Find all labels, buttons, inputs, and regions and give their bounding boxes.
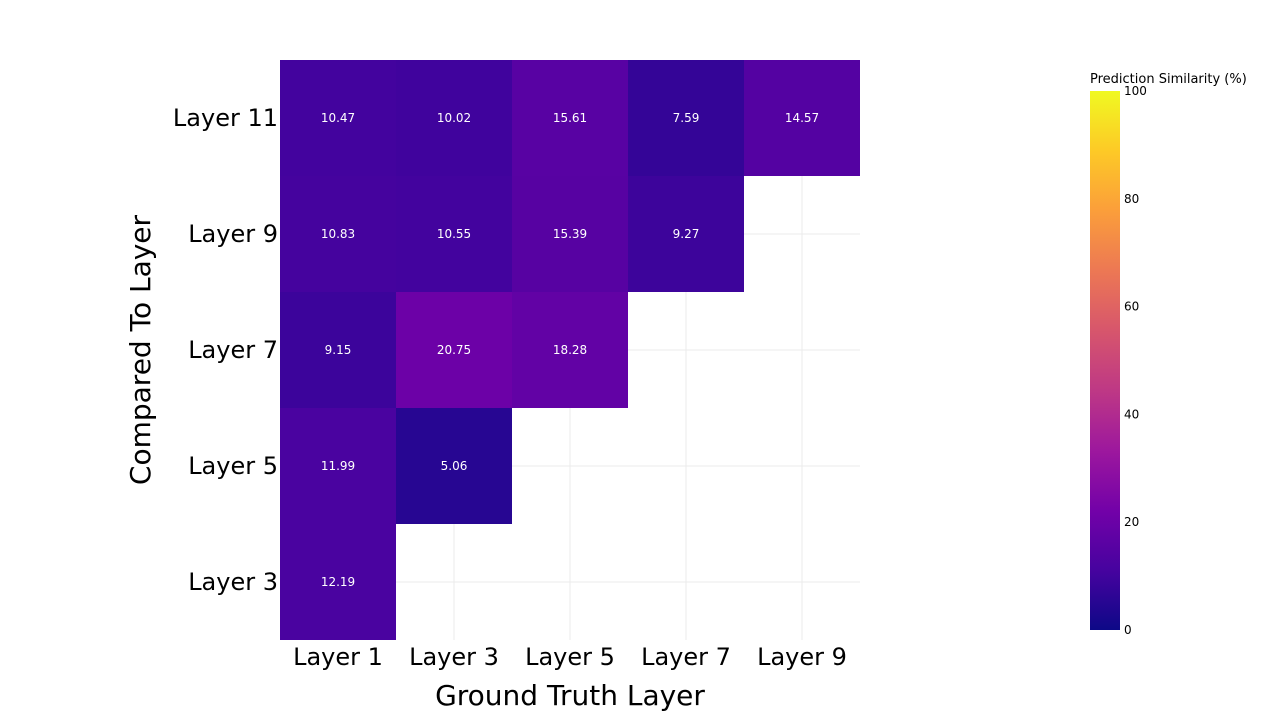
x-tick-label: Layer 7	[641, 643, 731, 671]
colorbar-tick-label: 60	[1124, 300, 1139, 314]
colorbar-tick-label: 40	[1124, 407, 1139, 421]
heatmap-cell	[280, 176, 396, 292]
cell-value-label: 10.83	[321, 227, 355, 241]
heatmap-cell	[396, 60, 512, 176]
heatmap-cell	[280, 524, 396, 640]
x-tick-label: Layer 5	[525, 643, 615, 671]
heatmap-cell	[628, 60, 744, 176]
heatmap-cell	[512, 176, 628, 292]
heatmap-cell	[396, 176, 512, 292]
cell-value-label: 12.19	[321, 575, 355, 589]
colorbar: Prediction Similarity (%) 0 20 40 60 80 100	[1090, 72, 1247, 637]
colorbar-title: Prediction Similarity (%)	[1090, 72, 1247, 87]
cell-value-label: 20.75	[437, 343, 471, 357]
cell-value-label: 7.59	[673, 111, 700, 125]
x-tick-label: Layer 9	[757, 643, 847, 671]
y-tick-label: Layer 9	[188, 220, 278, 248]
colorbar-tick-label: 100	[1124, 84, 1147, 98]
heatmap-cell	[512, 292, 628, 408]
cell-value-label: 14.57	[785, 111, 819, 125]
y-tick-label: Layer 7	[188, 336, 278, 364]
heatmap-cells	[280, 60, 860, 640]
x-axis-ticks: Layer 1 Layer 3 Layer 5 Layer 7 Layer 9	[293, 643, 847, 671]
heatmap-cell	[744, 60, 860, 176]
y-tick-label: Layer 5	[188, 452, 278, 480]
cell-value-label: 9.27	[673, 227, 700, 241]
heatmap-cell	[396, 408, 512, 524]
y-axis-title: Compared To Layer	[124, 214, 157, 485]
colorbar-tick-label: 0	[1124, 623, 1132, 637]
x-tick-label: Layer 1	[293, 643, 383, 671]
cell-value-label: 15.61	[553, 111, 587, 125]
y-tick-label: Layer 3	[188, 568, 278, 596]
heatmap-cell	[396, 292, 512, 408]
cell-value-label: 10.47	[321, 111, 355, 125]
y-axis-ticks: Layer 11 Layer 9 Layer 7 Layer 5 Layer 3	[173, 104, 278, 596]
cell-value-label: 10.55	[437, 227, 471, 241]
heatmap-cell	[280, 408, 396, 524]
colorbar-ticks: 0 20 40 60 80 100	[1124, 84, 1147, 637]
cell-value-label: 15.39	[553, 227, 587, 241]
cell-value-label: 5.06	[441, 459, 468, 473]
cell-value-label: 9.15	[325, 343, 352, 357]
colorbar-tick-label: 80	[1124, 192, 1139, 206]
colorbar-gradient	[1090, 91, 1120, 630]
heatmap-cell	[628, 176, 744, 292]
heatmap-cell	[280, 292, 396, 408]
colorbar-tick-label: 20	[1124, 515, 1139, 529]
heatmap-cell	[512, 60, 628, 176]
y-tick-label: Layer 11	[173, 104, 278, 132]
heatmap-cell	[280, 60, 396, 176]
cell-value-label: 11.99	[321, 459, 355, 473]
x-axis-title: Ground Truth Layer	[435, 679, 705, 712]
cell-value-labels: 10.47 10.02 15.61 7.59 14.57 10.83 10.55 15.39 9…	[321, 111, 819, 589]
cell-value-label: 18.28	[553, 343, 587, 357]
cell-value-label: 10.02	[437, 111, 471, 125]
x-tick-label: Layer 3	[409, 643, 499, 671]
